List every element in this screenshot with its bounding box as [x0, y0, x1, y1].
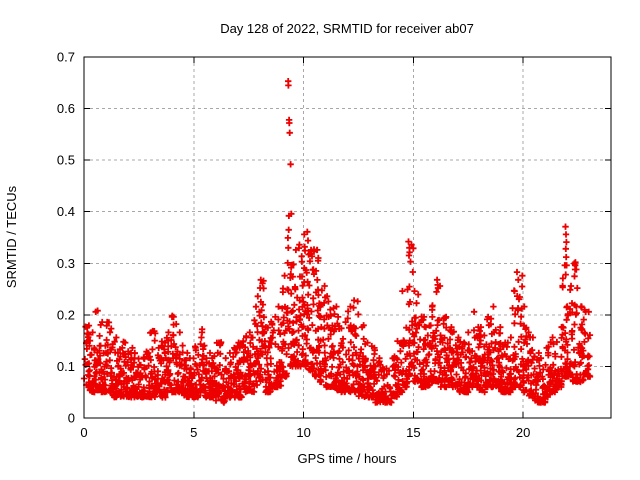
plot-border: [83, 56, 612, 419]
y-axis-label: SRMTID / TECUs: [4, 185, 19, 288]
y-tick-label: 0.1: [57, 359, 75, 374]
x-tick-label: 5: [190, 425, 197, 440]
scatter-points-layer: [80, 78, 594, 406]
y-tick-label: 0.2: [57, 307, 75, 322]
x-tick-label: 0: [80, 425, 87, 440]
chart-title: Day 128 of 2022, SRMTID for receiver ab0…: [220, 21, 474, 36]
y-tick-label: 0.4: [57, 204, 75, 219]
x-tick-label: 20: [516, 425, 530, 440]
y-tick-label: 0.7: [57, 50, 75, 65]
x-tick-label: 10: [296, 425, 310, 440]
x-axis-label: GPS time / hours: [298, 451, 397, 466]
axis-layer: [83, 56, 612, 419]
x-tick-label: 15: [406, 425, 420, 440]
y-tick-label: 0.5: [57, 153, 75, 168]
y-tick-label: 0.3: [57, 256, 75, 271]
y-tick-label: 0.6: [57, 101, 75, 116]
tick-label-layer: 0 5 10 15 20 0 0.1 0.2 0.3 0.4 0.5 0.6 0.7: [57, 50, 530, 441]
y-tick-label: 0: [68, 411, 75, 426]
scatter-points: [80, 78, 594, 406]
